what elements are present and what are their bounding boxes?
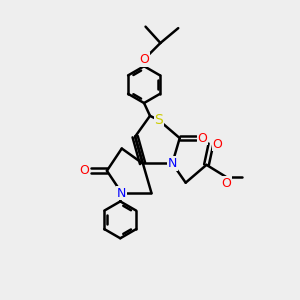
Text: S: S	[154, 113, 163, 127]
Text: N: N	[168, 157, 177, 170]
Text: O: O	[212, 138, 222, 151]
Text: O: O	[198, 132, 208, 145]
Text: O: O	[79, 164, 89, 177]
Text: O: O	[221, 177, 231, 190]
Text: O: O	[139, 53, 149, 66]
Text: N: N	[117, 187, 127, 200]
